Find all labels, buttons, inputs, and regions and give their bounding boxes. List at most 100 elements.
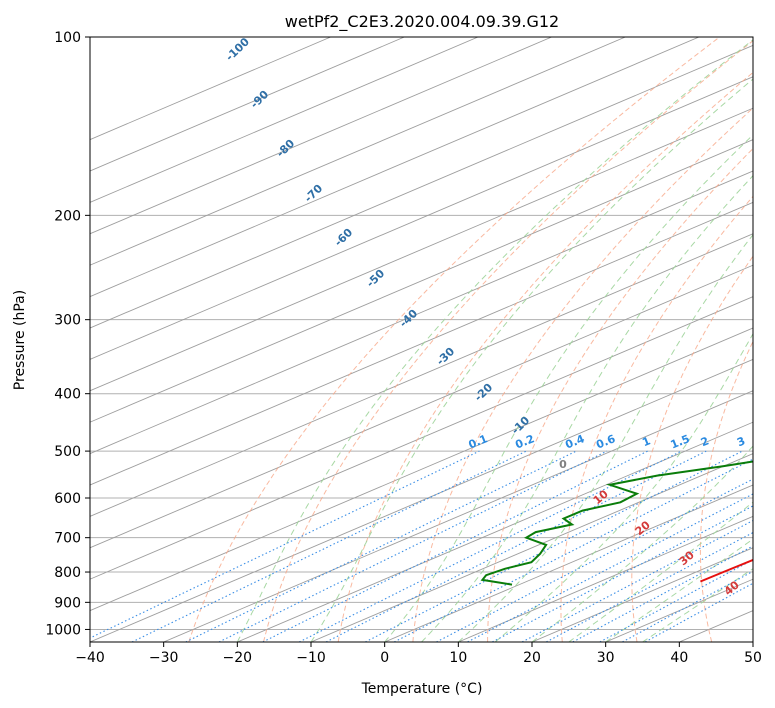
isotherm-line bbox=[90, 296, 753, 580]
x-tick-label: 0 bbox=[380, 650, 389, 666]
mixing-ratio-label: 3 bbox=[735, 434, 747, 449]
x-axis-title: Temperature (°C) bbox=[361, 681, 483, 697]
mixing-ratio-line bbox=[131, 450, 527, 642]
isotherm-line bbox=[679, 610, 753, 642]
isotherm-line bbox=[237, 421, 753, 642]
mixing-ratio-line bbox=[365, 450, 743, 642]
isotherm-label: -80 bbox=[274, 137, 298, 160]
mixing-ratio-line bbox=[218, 450, 608, 642]
moist-adiabat-line bbox=[605, 538, 753, 642]
temperature-profile bbox=[700, 558, 753, 583]
x-tick-label: 30 bbox=[597, 650, 615, 666]
isotherm-line bbox=[90, 107, 753, 392]
dry-adiabat-line bbox=[337, 71, 753, 642]
dewpoint-profile bbox=[480, 460, 753, 586]
y-tick-label: 900 bbox=[54, 595, 81, 611]
isotherm-line bbox=[90, 233, 753, 517]
mixing-ratio-label: 0.1 bbox=[467, 432, 490, 451]
dry-adiabat-line bbox=[487, 147, 753, 642]
isotherm-line bbox=[90, 37, 405, 172]
moist-adiabat-line bbox=[457, 233, 753, 642]
mixing-ratio-line bbox=[298, 450, 682, 642]
mixing-ratio-line bbox=[622, 570, 753, 642]
y-tick-label: 500 bbox=[54, 444, 81, 460]
isotherm-line bbox=[90, 327, 753, 612]
mixing-ratio-label: 2 bbox=[699, 434, 711, 449]
y-tick-label: 700 bbox=[54, 531, 81, 547]
isotherm-line bbox=[458, 515, 753, 642]
isotherm-label: -90 bbox=[248, 88, 272, 111]
moist-adiabat-line bbox=[421, 174, 753, 642]
mixing-ratio-label: 0.4 bbox=[563, 432, 586, 451]
dry-adiabat-line bbox=[631, 255, 753, 642]
mixing-ratio-line bbox=[185, 450, 577, 642]
mixing-ratio-label: 1.5 bbox=[669, 432, 692, 451]
moist-adiabat-label: 0 bbox=[559, 458, 567, 471]
moist-adiabat-line bbox=[568, 501, 753, 642]
isotherm-label: -20 bbox=[472, 381, 496, 404]
mixing-ratio-line bbox=[90, 450, 480, 639]
dry-adiabat-line bbox=[699, 340, 753, 642]
mixing-ratio-line bbox=[325, 450, 707, 642]
x-tick-label: −40 bbox=[75, 650, 105, 666]
isotherm-line bbox=[531, 547, 753, 642]
mixing-ratio-line bbox=[492, 505, 753, 642]
isotherm-line bbox=[90, 139, 753, 423]
isotherm-line bbox=[90, 170, 753, 455]
y-tick-label: 800 bbox=[54, 565, 81, 581]
y-tick-label: 100 bbox=[54, 30, 81, 46]
dry-adiabat-line bbox=[412, 107, 753, 642]
dry-adiabat-label: 30 bbox=[677, 548, 697, 568]
dry-adiabat-line bbox=[560, 195, 753, 642]
isotherm-line bbox=[90, 201, 753, 486]
x-tick-label: 40 bbox=[670, 650, 688, 666]
y-tick-label: 200 bbox=[54, 208, 81, 224]
isotherm-line bbox=[310, 453, 753, 642]
isotherm-line bbox=[90, 44, 753, 329]
isotherm-line bbox=[163, 390, 753, 642]
mixing-ratio-line bbox=[262, 450, 648, 642]
isotherm-line bbox=[90, 37, 331, 141]
x-tick-label: 20 bbox=[523, 650, 541, 666]
moist-adiabat-line bbox=[531, 445, 753, 642]
x-tick-label: −20 bbox=[223, 650, 253, 666]
y-tick-label: 400 bbox=[54, 387, 81, 403]
y-tick-label: 300 bbox=[54, 313, 81, 329]
mixing-ratio-line bbox=[393, 458, 753, 642]
mixing-ratio-line bbox=[436, 478, 753, 642]
isotherm-label: -70 bbox=[302, 182, 326, 205]
isotherm-line bbox=[90, 264, 753, 549]
isotherm-line bbox=[90, 37, 700, 298]
moist-adiabat-line bbox=[236, 39, 753, 642]
mixing-ratio-line bbox=[644, 582, 753, 642]
x-tick-label: 50 bbox=[744, 650, 762, 666]
dry-adiabat-label: 40 bbox=[722, 578, 742, 598]
dry-adiabat-line bbox=[188, 37, 720, 642]
isotherm-label: -60 bbox=[332, 226, 356, 249]
x-tick-label: 10 bbox=[449, 650, 467, 666]
x-tick-label: −10 bbox=[296, 650, 326, 666]
isotherm-label: -100 bbox=[223, 35, 252, 64]
plot-frame bbox=[89, 36, 754, 643]
isotherm-label: -30 bbox=[434, 345, 458, 368]
isotherm-line bbox=[90, 358, 753, 642]
moist-adiabat-line bbox=[384, 134, 753, 642]
y-tick-label: 600 bbox=[54, 491, 81, 507]
mixing-ratio-label: 1 bbox=[640, 434, 652, 449]
isotherm-line bbox=[90, 37, 479, 203]
dry-adiabat-line bbox=[767, 37, 775, 642]
isotherm-line bbox=[90, 37, 626, 266]
chart-title: wetPf2_C2E3.2020.004.09.39.G12 bbox=[285, 12, 559, 32]
dry-adiabat-line bbox=[263, 40, 753, 642]
y-tick-label: 1000 bbox=[45, 622, 81, 638]
y-axis-title: Pressure (hPa) bbox=[12, 290, 28, 390]
isotherm-line bbox=[90, 37, 552, 235]
moist-adiabat-line bbox=[642, 568, 753, 642]
isotherm-label: -50 bbox=[364, 267, 388, 290]
isotherm-line bbox=[752, 641, 753, 642]
isotherm-label: -40 bbox=[397, 307, 421, 330]
isotherm-line bbox=[90, 76, 753, 360]
mixing-ratio-label: 0.6 bbox=[594, 432, 617, 451]
mixing-ratio-line bbox=[467, 493, 753, 642]
